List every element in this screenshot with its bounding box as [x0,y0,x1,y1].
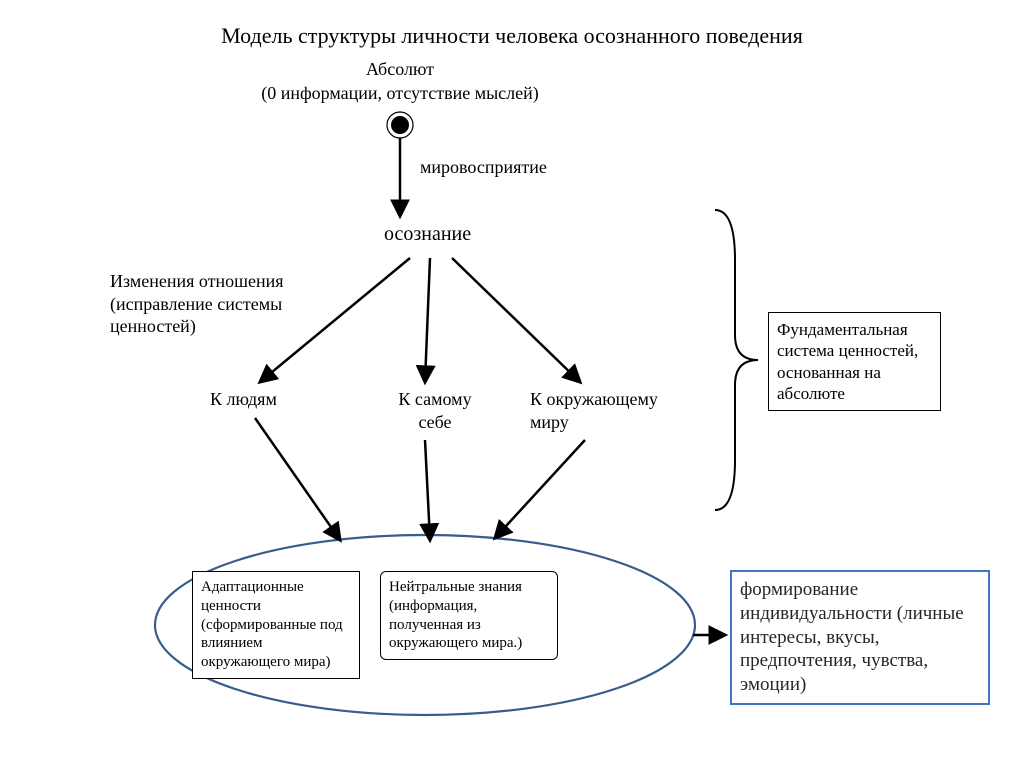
perception-label: мировосприятие [420,156,547,179]
absolute-line2: (0 информации, отсутствие мыслей) [220,82,580,105]
absolute-line1: Абсолют [220,58,580,81]
branch-people: К людям [210,388,277,411]
fundamental-box: Фундаментальная система ценностей, основ… [768,312,941,411]
change-line1: Изменения отношения [110,270,284,293]
awareness-label: осознание [384,222,471,247]
change-line3: ценностей) [110,315,284,338]
branch-self: К самому себе [380,388,490,433]
change-label: Изменения отношения (исправление системы… [110,270,284,338]
neutral-box: Нейтральные знания (информация, полученн… [380,571,558,660]
change-line2: (исправление системы [110,293,284,316]
branch-self-line2: себе [380,411,490,434]
diagram-title: Модель структуры личности человека осозн… [0,22,1024,50]
branch-world: К окружающему миру [530,388,690,433]
branch-world-line2: миру [530,411,690,434]
diagram-canvas: Модель структуры личности человека осозн… [0,0,1024,767]
individuality-box: формирование индивидуальности (личные ин… [730,570,990,705]
adaptive-box: Адаптационные ценности (сформированные п… [192,571,360,679]
branch-self-line1: К самому [380,388,490,411]
branch-world-line1: К окружающему [530,388,690,411]
